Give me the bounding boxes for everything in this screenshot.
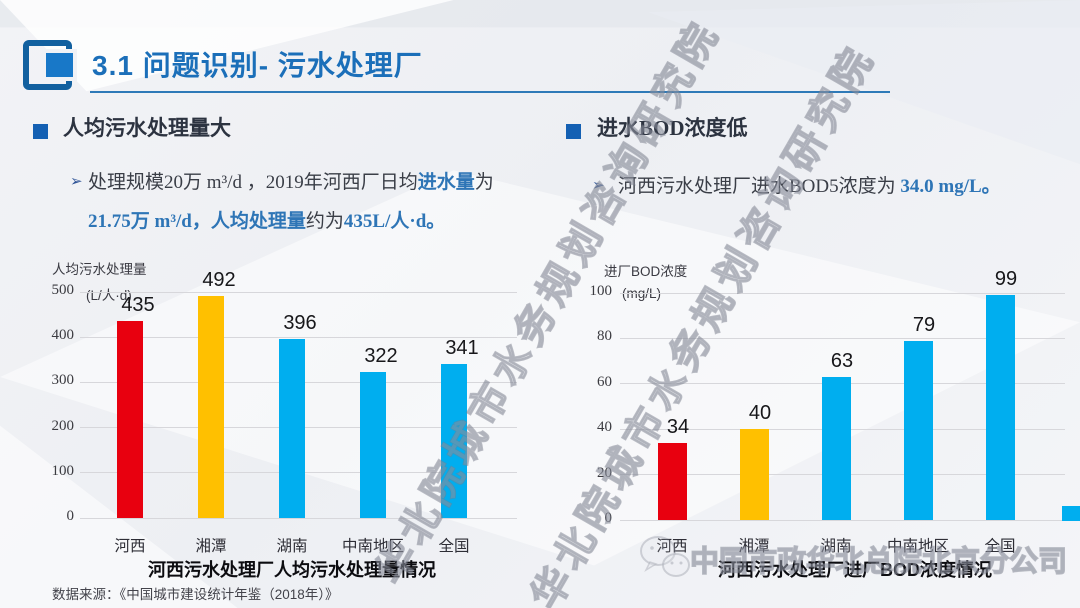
- bar-value-label: 396: [283, 312, 317, 334]
- x-axis-category-label: 河西: [114, 538, 146, 555]
- right-chart-unit-label: (mg/L): [622, 286, 662, 301]
- title-underline: [90, 91, 890, 93]
- right-chart-title: 河西污水处理厂进厂BOD浓度情况: [718, 560, 992, 580]
- y-axis-tick-label: 500: [51, 282, 75, 298]
- bar-中南地区: [903, 340, 933, 520]
- x-axis-category-label: 河西: [627, 534, 717, 556]
- text-segment: 人均处理量: [210, 211, 306, 232]
- y-axis-tick-label: 0: [604, 510, 613, 526]
- right-chart-axis-label: 进厂BOD浓度: [604, 264, 688, 279]
- y-axis-tick-label: 300: [51, 372, 75, 389]
- left-paragraph: 处理规模20万 m³/d ，2019年河西厂日均进水量为 21.75万 m³/d，…: [88, 163, 528, 241]
- left-chart-title: 河西污水处理厂人均污水处理量情况: [148, 560, 436, 580]
- bar-中南地区: [360, 372, 386, 518]
- gridline: [620, 519, 1065, 521]
- y-axis-tick-label: 400: [51, 327, 75, 344]
- gridline: [80, 517, 517, 519]
- bar-湖南: [279, 339, 305, 518]
- wechat-icon: [640, 536, 690, 577]
- y-axis-tick-label: 100: [589, 283, 613, 299]
- x-axis-category-label: 湘潭: [195, 538, 227, 555]
- bar-全国: [441, 363, 467, 518]
- page-title: 3.1 问题识别- 污水处理厂: [92, 50, 423, 81]
- left-chart-axis-label: 人均污水处理量: [52, 262, 147, 277]
- clipped-bar-right-edge: [1062, 506, 1080, 521]
- text-segment: 处理规模20万 m³/d ，2019年河西厂日均: [88, 172, 418, 193]
- y-axis-tick-label: 100: [51, 462, 75, 479]
- x-axis-category-label: 中南地区: [886, 538, 949, 555]
- x-axis-category-label: 全国: [984, 538, 1016, 555]
- right-paragraph: 河西污水处理厂进水BOD5浓度为 34.0 mg/L。: [618, 167, 1048, 206]
- y-axis-tick-label: 20: [597, 464, 612, 481]
- text-segment: 进水量: [417, 172, 475, 193]
- text-segment: 为: [474, 172, 494, 193]
- bar-value-label: 322: [364, 345, 398, 368]
- gridline: [80, 336, 517, 338]
- gridline: [620, 337, 1065, 339]
- bullet-square-icon: [566, 124, 581, 139]
- bar-全国: [985, 295, 1015, 520]
- x-axis-category-label: 湖南: [820, 538, 852, 555]
- bar-value-label: 99: [994, 268, 1018, 291]
- text-segment: 约为: [305, 211, 344, 232]
- bar-湖南: [821, 376, 851, 520]
- bar-value-label: 79: [912, 313, 936, 336]
- x-axis-category-label: 中南地区: [341, 538, 404, 555]
- bar-value-label: 34: [666, 415, 690, 438]
- bar-value-label: 40: [748, 402, 772, 425]
- bar-湘潭: [739, 429, 769, 520]
- x-axis-category-label: 湖南: [276, 538, 308, 555]
- y-axis-tick-label: 200: [51, 417, 75, 434]
- x-axis-category-label: 湘潭: [738, 538, 770, 555]
- bar-河西: [117, 321, 143, 518]
- x-axis-category-label: 全国: [438, 538, 470, 555]
- section-heading-right: 进水BOD浓度低: [597, 116, 748, 140]
- text-segment: 21.75万 m³/d，: [88, 211, 211, 232]
- y-axis-tick-label: 80: [597, 328, 612, 345]
- bar-value-label: 63: [830, 349, 854, 372]
- bar-value-label: 341: [445, 336, 479, 359]
- y-axis-tick-label: 0: [66, 508, 75, 524]
- text-segment: 河西污水处理厂进水BOD5浓度为: [618, 176, 901, 197]
- bar-value-label: 435: [121, 294, 155, 317]
- gridline: [620, 292, 1065, 294]
- y-axis-tick-label: 40: [597, 419, 612, 436]
- data-source-note: 数据来源：《中国城市建设统计年鉴（2018年）》: [52, 587, 339, 602]
- y-axis-tick-label: 60: [597, 373, 612, 390]
- arrow-bullet-icon: ➢: [70, 173, 83, 190]
- text-segment: 435L/人·d。: [343, 211, 446, 232]
- bar-河西: [657, 442, 687, 520]
- section-heading-left: 人均污水处理量大: [63, 117, 231, 140]
- gridline: [80, 291, 517, 293]
- text-segment: 34.0 mg/L。: [900, 176, 1001, 197]
- bullet-square-icon: [33, 124, 48, 139]
- bar-湘潭: [198, 295, 224, 518]
- slide-marker-icon-fill: [46, 53, 73, 77]
- bar-value-label: 492: [202, 268, 236, 291]
- arrow-bullet-icon: ➢: [592, 177, 605, 194]
